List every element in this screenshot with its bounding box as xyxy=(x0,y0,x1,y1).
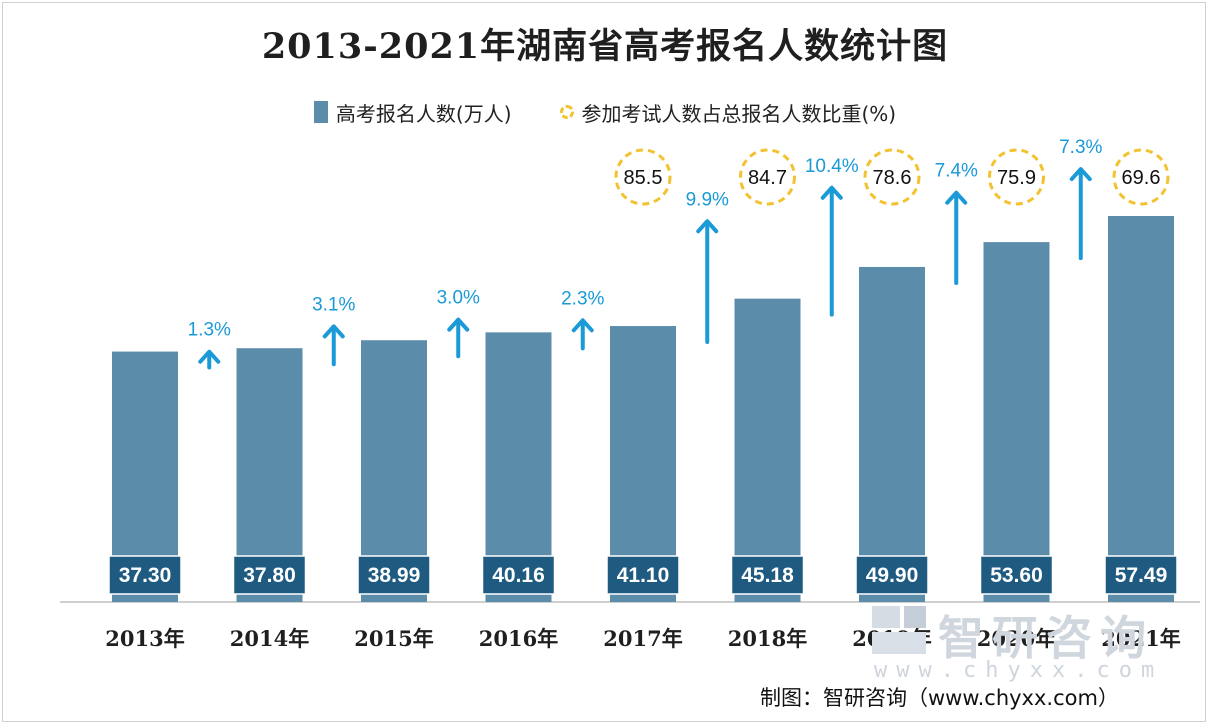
bar-value-box xyxy=(357,555,431,595)
bar-value-label: 49.90 xyxy=(866,564,919,587)
ratio-ring xyxy=(739,148,796,206)
growth-arrow-head xyxy=(1069,167,1092,182)
bar-value-label: 41.10 xyxy=(617,564,670,587)
bar-value-box xyxy=(730,555,805,595)
bar xyxy=(1108,216,1174,602)
ratio-label: 84.7 xyxy=(748,167,787,189)
bar-value-label: 45.18 xyxy=(741,564,794,587)
bar-value-label: 53.60 xyxy=(990,564,1043,587)
legend-ring-swatch xyxy=(559,105,574,119)
growth-arrow-head xyxy=(696,219,719,234)
watermark-brand: 智研咨询 xyxy=(938,611,1154,665)
bar-value-box xyxy=(979,555,1054,595)
bar-value-label: 40.16 xyxy=(492,564,545,587)
ratio-ring xyxy=(863,148,921,206)
growth-arrow-head xyxy=(322,324,345,339)
growth-label: 3.0% xyxy=(437,288,480,309)
bar-value-box xyxy=(855,555,929,595)
watermark-url: www.chyxx.com xyxy=(874,658,1164,683)
growth-arrow-head xyxy=(447,317,470,332)
growth-label: 7.4% xyxy=(935,161,978,182)
growth-label: 10.4% xyxy=(805,156,859,177)
growth-arrow-head xyxy=(820,185,843,200)
x-tick-label: 2015年 xyxy=(354,626,433,651)
ratio-ring xyxy=(614,148,672,206)
legend-item-bars: 高考报名人数(万人) xyxy=(313,98,512,127)
bar-value-box xyxy=(1104,555,1178,595)
growth-label: 2.3% xyxy=(561,288,604,309)
watermark: 智研咨询 www.chyxx.com xyxy=(872,602,1172,692)
growth-arrow-head xyxy=(198,349,221,364)
growth-arrow-head xyxy=(945,190,968,205)
bar-value-box xyxy=(606,555,680,595)
growth-label: 1.3% xyxy=(188,320,231,341)
bar-value-box xyxy=(481,555,556,595)
bar-value-box xyxy=(108,555,182,595)
x-tick-label: 2016年 xyxy=(479,626,558,651)
bar-value-label: 37.30 xyxy=(119,564,172,587)
ratio-label: 78.6 xyxy=(873,167,912,189)
bar-value-box xyxy=(232,555,307,595)
growth-label: 3.1% xyxy=(312,294,355,315)
legend-item-ratio: 参加考试人数占总报名人数比重(%) xyxy=(559,98,897,127)
x-tick-label: 2017年 xyxy=(603,626,682,651)
ratio-ring xyxy=(1112,148,1170,206)
bar xyxy=(859,266,925,602)
x-tick-label: 2013年 xyxy=(105,626,184,651)
ratio-label: 75.9 xyxy=(997,167,1036,189)
watermark-logo-icon xyxy=(872,606,932,654)
x-tick-label: 2021年 xyxy=(1101,626,1180,651)
bar xyxy=(983,242,1050,602)
chart-title: 2013-2021年湖南省高考报名人数统计图 xyxy=(261,26,949,67)
x-tick-label: 2014年 xyxy=(230,626,309,651)
x-tick-label: 2020年 xyxy=(977,626,1056,651)
ratio-label: 85.5 xyxy=(624,167,663,189)
growth-arrow-head xyxy=(571,318,594,333)
legend-bar-label: 高考报名人数(万人) xyxy=(335,101,512,126)
ratio-ring xyxy=(988,148,1045,206)
legend-ratio-label: 参加考试人数占总报名人数比重(%) xyxy=(581,101,897,126)
growth-label: 9.9% xyxy=(686,189,729,210)
bar-value-label: 38.99 xyxy=(368,564,421,587)
chart-credit: 制图：智研咨询（www.chyxx.com） xyxy=(760,686,1119,710)
bar-value-label: 57.49 xyxy=(1115,564,1168,587)
bar xyxy=(734,298,801,602)
legend-bar-swatch xyxy=(313,101,328,123)
x-tick-label: 2018年 xyxy=(728,626,807,651)
bar-value-label: 37.80 xyxy=(243,564,296,587)
growth-label: 7.3% xyxy=(1059,137,1102,158)
ratio-label: 69.6 xyxy=(1122,167,1161,189)
chart-legend: 高考报名人数(万人) 参加考试人数占总报名人数比重(%) xyxy=(0,94,1210,130)
